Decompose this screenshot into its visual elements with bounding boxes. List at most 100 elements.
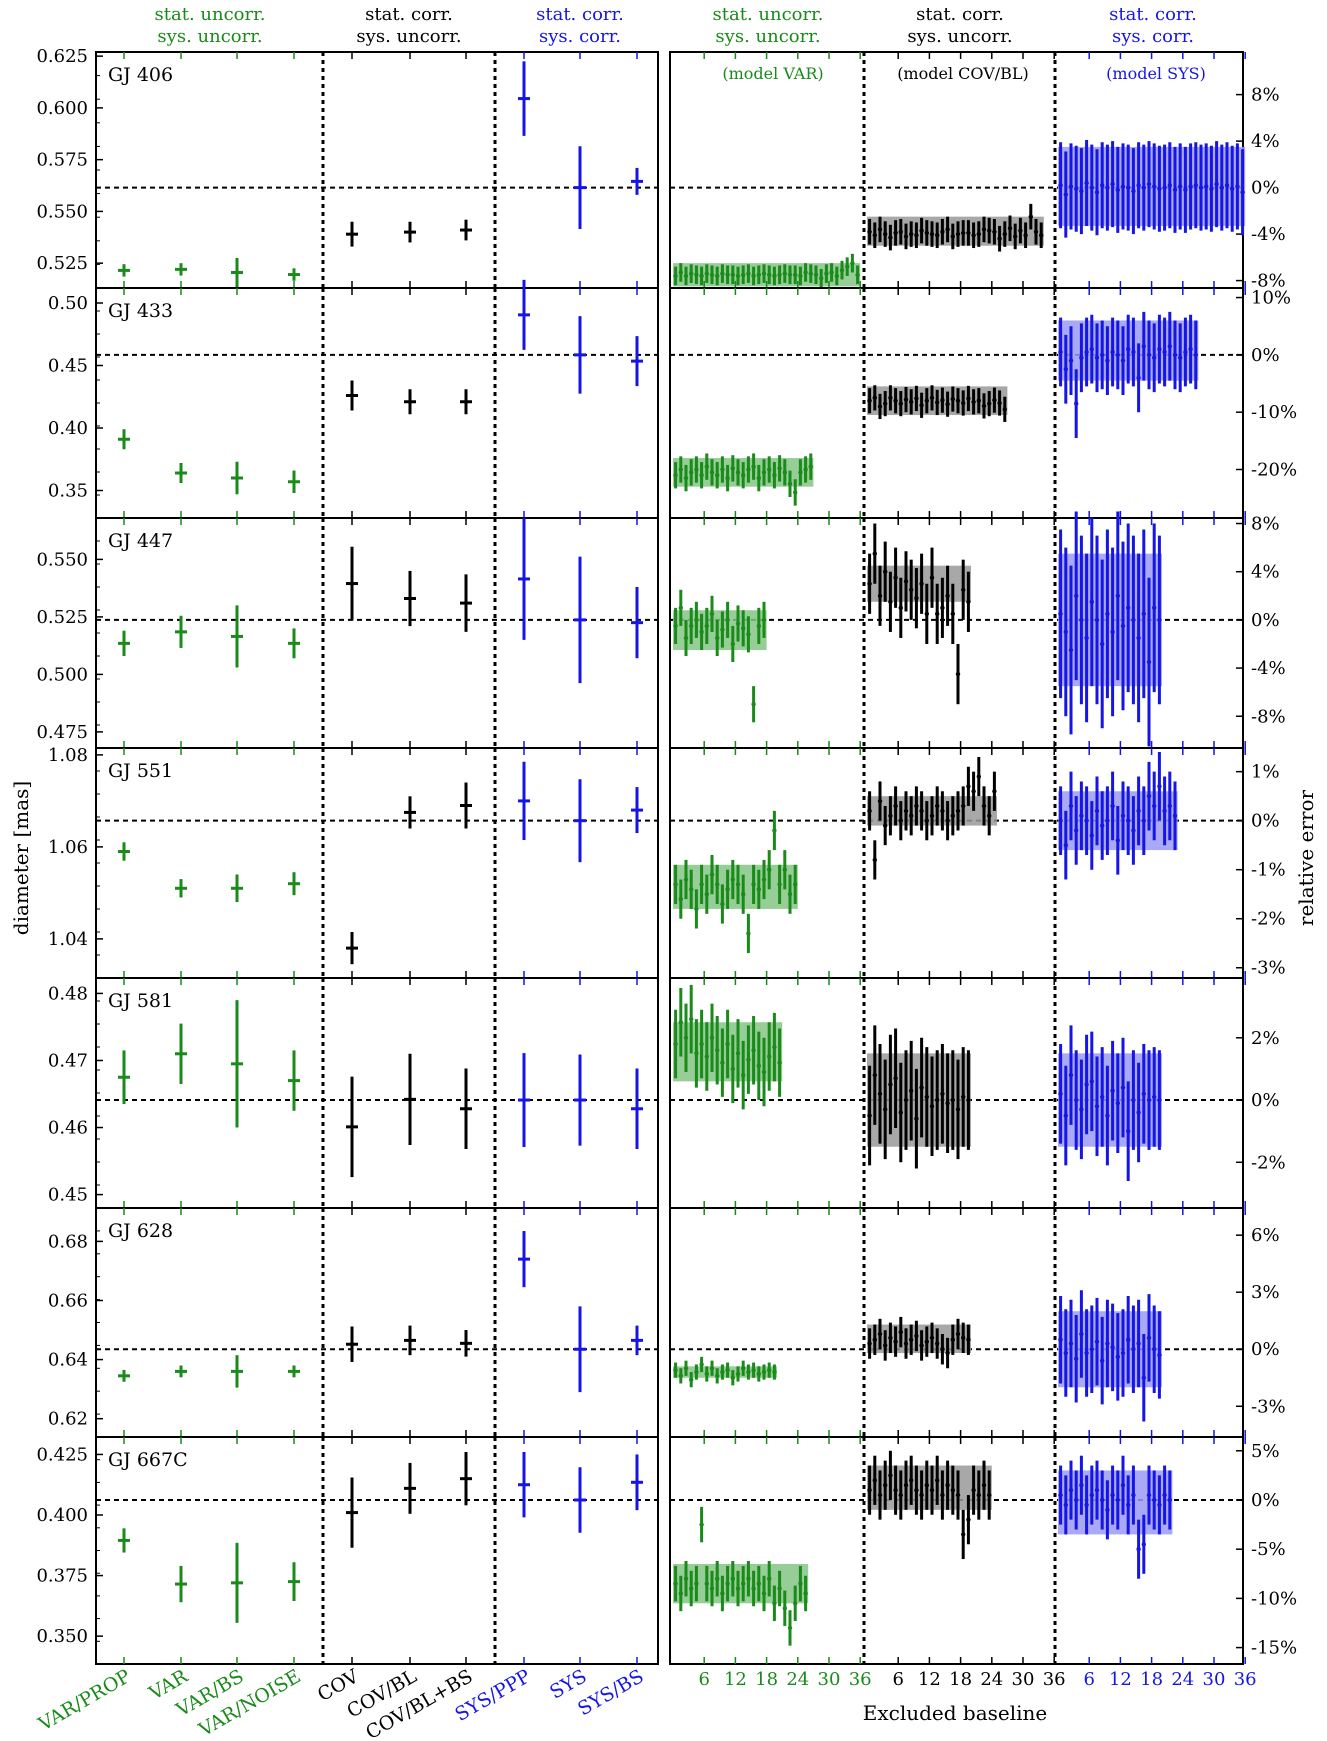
baseline-point — [689, 1586, 694, 1591]
baseline-point — [715, 1373, 720, 1379]
baseline-tick-label: 24 — [980, 1669, 1003, 1690]
baseline-point — [850, 260, 855, 266]
baseline-point — [1028, 214, 1034, 219]
baseline-point — [1152, 355, 1157, 360]
baseline-point — [715, 882, 720, 887]
baseline-point — [793, 1601, 798, 1606]
y-tick-label: 1.04 — [48, 929, 88, 950]
y-tick-label: 1.08 — [48, 745, 88, 766]
baseline-point — [1167, 183, 1173, 188]
baseline-point — [1157, 784, 1162, 789]
baseline-point — [935, 1478, 940, 1483]
rel-tick-label: -4% — [1251, 224, 1286, 245]
baseline-point — [787, 481, 793, 487]
baseline-point — [961, 1532, 966, 1537]
baseline-point — [1100, 823, 1105, 828]
baseline-point — [955, 1492, 961, 1498]
baseline-point — [867, 1341, 872, 1346]
baseline-point — [971, 233, 976, 238]
baseline-point — [1058, 183, 1063, 188]
baseline-point — [987, 813, 992, 818]
baseline-point — [1105, 1507, 1110, 1513]
baseline-point — [987, 401, 992, 406]
baseline-point — [1126, 605, 1131, 611]
y-tick-label: 0.525 — [36, 607, 88, 628]
baseline-point — [1120, 184, 1126, 189]
uncertainty-band — [1058, 553, 1162, 687]
baseline-point — [1157, 186, 1162, 191]
rel-tick-label: 0% — [1251, 610, 1280, 631]
baseline-point — [1033, 229, 1039, 234]
baseline-point — [1079, 813, 1084, 818]
baseline-point — [699, 273, 704, 279]
baseline-point — [1126, 346, 1131, 352]
baseline-point — [1100, 1497, 1105, 1503]
baseline-point — [961, 230, 966, 236]
baseline-point — [709, 470, 715, 475]
baseline-point — [1141, 1542, 1147, 1547]
baseline-point — [992, 397, 997, 403]
baseline-point — [888, 1473, 893, 1478]
baseline-point — [1079, 1483, 1084, 1488]
baseline-point — [683, 635, 689, 641]
baseline-point — [1094, 1339, 1100, 1344]
baseline-point — [709, 1586, 715, 1591]
uncertainty-band — [867, 565, 971, 602]
y-tick-label: 0.550 — [36, 201, 88, 222]
baseline-point — [883, 401, 888, 406]
baseline-point — [919, 1085, 924, 1090]
baseline-point — [1136, 1110, 1141, 1115]
baseline-point — [1146, 181, 1152, 187]
baseline-point — [1068, 184, 1074, 189]
group-header-line2: sys. corr. — [539, 26, 621, 47]
baseline-point — [950, 813, 955, 818]
baseline-point — [1079, 1331, 1084, 1337]
baseline-point — [872, 395, 877, 401]
baseline-point — [872, 1478, 877, 1483]
rel-tick-label: -1% — [1251, 860, 1286, 881]
baseline-point — [1079, 188, 1084, 194]
baseline-point — [966, 230, 971, 236]
y-tick-label: 0.400 — [36, 1505, 88, 1526]
baseline-point — [1094, 808, 1100, 814]
baseline-point — [787, 892, 793, 897]
baseline-point — [1162, 349, 1167, 355]
baseline-point — [903, 397, 909, 402]
baseline-point — [1214, 181, 1219, 187]
rel-tick-label: -8% — [1251, 271, 1286, 292]
baseline-point — [1084, 1350, 1089, 1356]
y-tick-label: 0.600 — [36, 98, 88, 119]
baseline-point — [772, 1369, 777, 1375]
baseline-point — [746, 271, 751, 276]
baseline-tick-label: 30 — [1012, 1669, 1035, 1690]
rel-tick-label: -20% — [1251, 460, 1297, 481]
baseline-point — [1084, 818, 1089, 823]
baseline-point — [761, 617, 767, 623]
y-tick-label: 0.64 — [48, 1350, 88, 1371]
baseline-point — [741, 626, 746, 631]
star-name-label: GJ 628 — [108, 1220, 173, 1242]
method-label: VAR/PROP — [34, 1665, 135, 1736]
baseline-point — [909, 231, 914, 237]
baseline-point — [1013, 234, 1018, 239]
y-tick-label: 0.46 — [48, 1118, 88, 1139]
baseline-point — [1079, 355, 1084, 360]
baseline-point — [1084, 1502, 1089, 1508]
baseline-point — [704, 892, 709, 897]
group-header-line1: stat. uncorr. — [155, 4, 266, 25]
baseline-point — [735, 470, 741, 475]
baseline-point — [893, 230, 898, 236]
baseline-point — [992, 229, 997, 234]
baseline-point — [940, 1347, 945, 1352]
baseline-point — [1115, 352, 1121, 358]
y-tick-label: 0.50 — [48, 293, 88, 314]
baseline-point — [709, 611, 715, 617]
baseline-point — [787, 272, 793, 277]
baseline-point — [1079, 617, 1084, 623]
baseline-point — [756, 1371, 761, 1377]
baseline-point — [761, 1369, 767, 1375]
baseline-point — [929, 1487, 935, 1493]
baseline-point — [730, 466, 735, 471]
rel-tick-label: -5% — [1251, 1539, 1286, 1560]
baseline-point — [1126, 818, 1131, 823]
